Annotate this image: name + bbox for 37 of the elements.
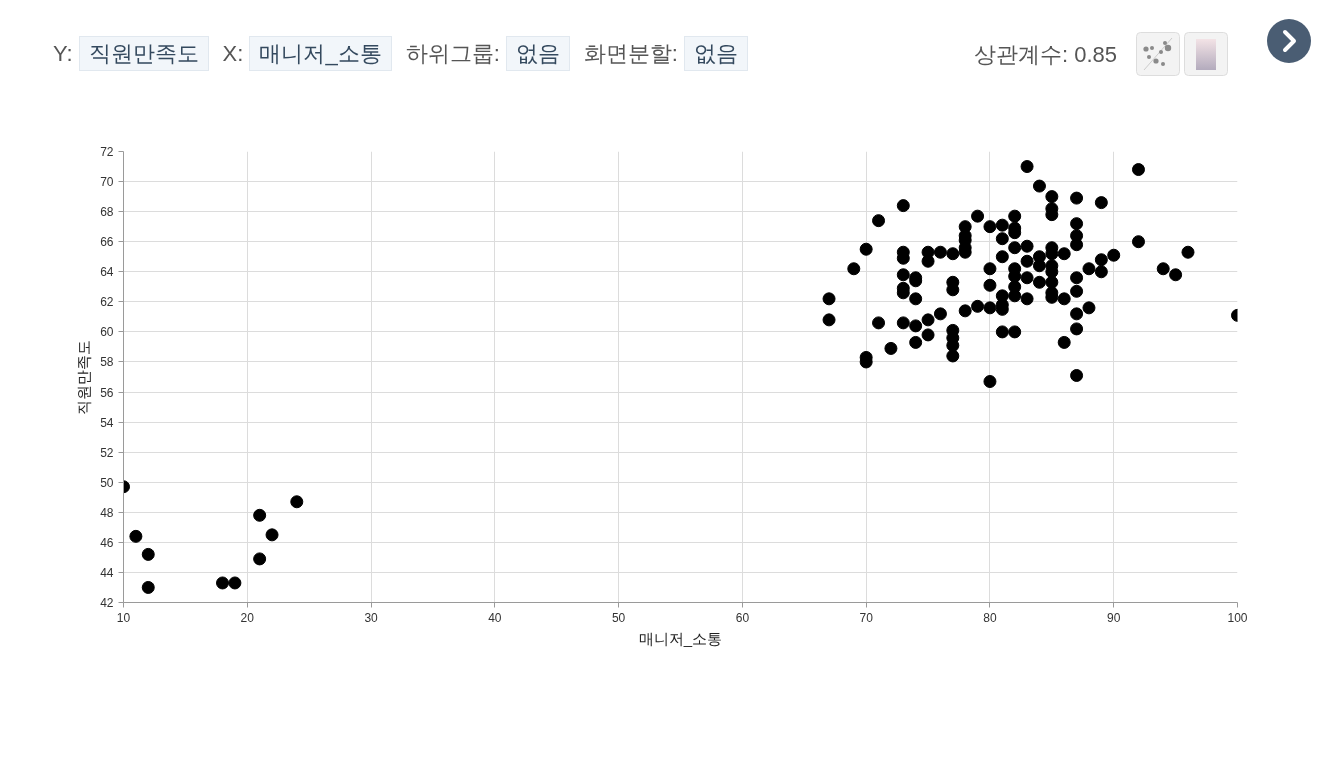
- y-tick-label: 44: [100, 565, 114, 580]
- y-tick-label: 70: [100, 175, 114, 190]
- text: 매니저_소통: [249, 36, 392, 71]
- y-tick-label: 72: [100, 145, 114, 159]
- x-tick-label: 20: [240, 610, 255, 625]
- x-axis-title: 매니저_소통: [638, 629, 723, 647]
- x-tick-label: 50: [611, 610, 626, 625]
- y-tick-label: 64: [100, 265, 114, 280]
- text: 직원만족도: [78, 36, 209, 71]
- y-tick-label: 46: [100, 535, 114, 550]
- y-axis-title: 직원만족도: [75, 339, 93, 415]
- x-tick-label: 60: [735, 610, 750, 625]
- text: 화면분할:: [583, 39, 678, 68]
- text: 없음: [683, 36, 748, 71]
- x-tick-label: 30: [364, 610, 379, 625]
- x-tick-label: 70: [859, 610, 874, 625]
- y-tick-label: 68: [100, 205, 114, 220]
- y-tick-label: 66: [100, 235, 114, 250]
- text: 하위그룹:: [405, 39, 500, 68]
- x-tick-label: 40: [488, 610, 502, 625]
- y-tick-label: 62: [100, 295, 114, 310]
- x-tick-label: 10: [116, 610, 131, 625]
- text: X:: [222, 39, 244, 68]
- y-tick-label: 56: [100, 385, 114, 400]
- y-tick-label: 60: [100, 325, 114, 340]
- x-tick-label: 90: [1107, 610, 1121, 625]
- text: 상관계수: 0.85: [973, 42, 1117, 67]
- text: 없음: [505, 36, 570, 71]
- y-tick-label: 54: [100, 415, 114, 430]
- y-tick-label: 58: [100, 355, 114, 370]
- y-tick-label: 52: [100, 445, 114, 460]
- y-tick-label: 48: [100, 505, 114, 520]
- x-tick-label: 80: [983, 610, 997, 625]
- y-tick-label: 42: [100, 596, 114, 610]
- y-tick-label: 50: [100, 475, 114, 490]
- text: Y:: [53, 39, 73, 68]
- x-tick-label: 100: [1227, 610, 1248, 625]
